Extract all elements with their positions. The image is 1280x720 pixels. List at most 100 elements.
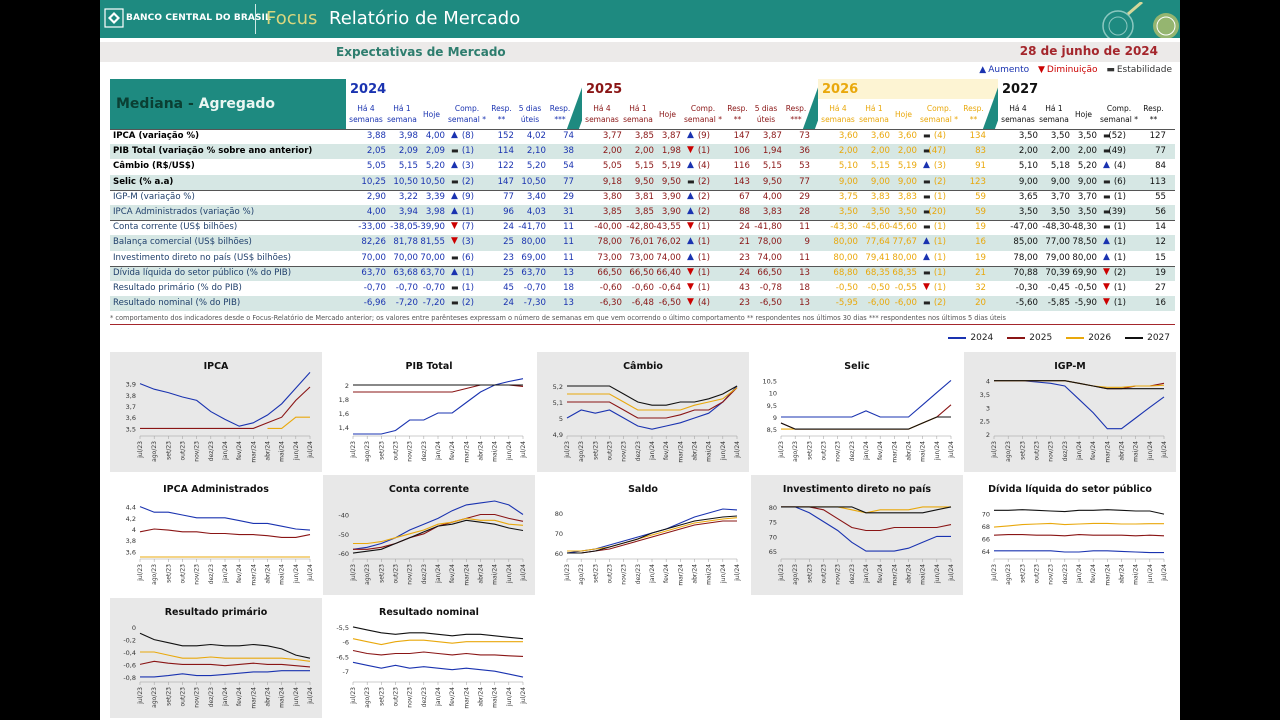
cell-value: (1) bbox=[1113, 283, 1126, 293]
x-tick-label: jan/24 bbox=[222, 564, 229, 584]
x-tick-label: mar/24 bbox=[463, 687, 470, 709]
x-tick-label: jul/23 bbox=[991, 564, 998, 582]
cell-value: 29 bbox=[563, 191, 574, 202]
x-tick-label: fev/24 bbox=[663, 441, 670, 460]
cell-value: 2,05 bbox=[366, 146, 386, 157]
section-divider bbox=[110, 324, 1175, 325]
x-tick-label: out/23 bbox=[180, 687, 187, 707]
trend-up-icon: ▲ bbox=[923, 236, 930, 247]
cell-value: 2,00 bbox=[838, 146, 858, 157]
x-tick-label: mai/24 bbox=[492, 564, 499, 585]
x-tick-label: set/23 bbox=[806, 564, 813, 583]
series-line-2025 bbox=[993, 534, 1165, 537]
year-bar bbox=[582, 79, 818, 99]
y-tick-label: 4 bbox=[986, 378, 990, 386]
cell-value: 3,98 bbox=[425, 207, 445, 217]
cell-value: 77,67 bbox=[892, 237, 917, 248]
y-tick-label: 3,9 bbox=[126, 381, 136, 389]
legend-down-label: Diminuição bbox=[1046, 65, 1098, 75]
cell-value: 73,00 bbox=[629, 252, 654, 263]
x-tick-label: nov/23 bbox=[407, 441, 414, 462]
series-line-2027 bbox=[780, 416, 951, 430]
series-line-2024 bbox=[781, 506, 951, 552]
focus-label: Focus bbox=[266, 8, 318, 29]
cell-value: (1) bbox=[933, 283, 946, 293]
x-tick-label: jul/24 bbox=[948, 441, 955, 459]
y-tick-label: 3,6 bbox=[126, 548, 136, 556]
chart-d-vida-l-quida-do-setor-p-blico: Dívida líquida do setor público 70 68 66 64 j… bbox=[964, 475, 1176, 595]
cell-value: (3) bbox=[461, 237, 474, 248]
cell-value: 29 bbox=[799, 191, 810, 202]
x-tick-label: fev/24 bbox=[877, 441, 884, 460]
series-line-2025 bbox=[139, 660, 311, 668]
y-tick-label: 3,6 bbox=[126, 414, 136, 422]
cell-value: 2,00 bbox=[1077, 146, 1097, 157]
x-tick-label: jul/24 bbox=[520, 564, 527, 582]
chart-title: Saldo bbox=[628, 484, 658, 495]
series-line-2026 bbox=[567, 517, 738, 552]
cell-value: 36 bbox=[799, 146, 810, 157]
y-tick-label: 3,8 bbox=[126, 537, 136, 545]
x-tick-label: jul/24 bbox=[520, 687, 527, 705]
x-tick-label: abr/24 bbox=[1119, 564, 1126, 584]
series-line-2027 bbox=[139, 632, 311, 659]
col-header-line2: semanas bbox=[349, 115, 383, 124]
x-tick-label: jan/24 bbox=[222, 687, 229, 707]
y-tick-label: -0,8 bbox=[123, 674, 136, 682]
cell-value: 13 bbox=[799, 298, 810, 309]
trend-stable-icon: ▬ bbox=[923, 131, 931, 140]
trend-stable-icon: ▬ bbox=[451, 298, 459, 308]
x-tick-label: abr/24 bbox=[478, 687, 485, 707]
x-tick-label: jun/24 bbox=[720, 564, 727, 584]
cell-value: 2,00 bbox=[602, 146, 622, 157]
cell-value: (1) bbox=[697, 237, 710, 248]
cell-value: 3,85 bbox=[634, 131, 654, 141]
row-label: PIB Total (variação % sobre ano anterior… bbox=[113, 146, 313, 157]
x-tick-label: nov/23 bbox=[407, 687, 414, 708]
cell-value: 3,87 bbox=[762, 131, 782, 141]
cell-value: 134 bbox=[969, 131, 986, 141]
x-tick-label: abr/24 bbox=[692, 564, 699, 584]
cell-value: (2) bbox=[697, 191, 710, 202]
cell-value: 3,50 bbox=[1050, 131, 1070, 141]
cell-value: 2,09 bbox=[398, 146, 418, 157]
cell-value: 3,60 bbox=[897, 131, 917, 141]
x-tick-label: jan/24 bbox=[1076, 564, 1083, 584]
x-tick-label: jun/24 bbox=[506, 564, 513, 584]
col-header-d5: 5 dias úteis bbox=[514, 103, 546, 125]
cell-value: -0,45 bbox=[1047, 283, 1070, 293]
trend-up-icon: ▲ bbox=[451, 190, 458, 201]
cell-value: 70,00 bbox=[393, 252, 418, 263]
cell-value: 4,00 bbox=[366, 207, 386, 217]
cell-value: 70,00 bbox=[420, 252, 445, 263]
col-header-h1: Há 1 semana bbox=[858, 103, 890, 125]
cell-value: (3) bbox=[933, 161, 946, 172]
x-tick-label: jan/24 bbox=[1076, 441, 1083, 461]
col-header-line2: semanas bbox=[585, 115, 619, 124]
x-tick-label: fev/24 bbox=[449, 687, 456, 706]
row-label: Resultado nominal (% do PIB) bbox=[113, 298, 241, 309]
x-tick-label: jun/24 bbox=[1147, 441, 1154, 461]
series-line-2024 bbox=[140, 670, 310, 678]
cell-value: (1) bbox=[1113, 237, 1126, 248]
cell-value: 20 bbox=[975, 298, 986, 309]
y-tick-label: 3 bbox=[986, 404, 990, 412]
cell-value: 21 bbox=[975, 267, 986, 278]
report-title: Relatório de Mercado bbox=[329, 8, 521, 29]
chart-title: Conta corrente bbox=[389, 484, 469, 495]
x-tick-label: jul/24 bbox=[307, 564, 314, 582]
x-tick-label: mai/24 bbox=[492, 441, 499, 462]
x-tick-label: mar/24 bbox=[891, 441, 898, 463]
cell-value: 82,26 bbox=[361, 237, 386, 248]
chart-title: Dívida líquida do setor público bbox=[988, 484, 1152, 495]
chart-legend-item-2026: 2026 bbox=[1066, 333, 1111, 343]
x-tick-label: jul/23 bbox=[564, 441, 571, 459]
trend-down-icon: ▼ bbox=[687, 145, 694, 156]
y-tick-label: -5,5 bbox=[336, 624, 349, 632]
x-tick-label: set/23 bbox=[165, 441, 172, 460]
y-tick-label: 8,5 bbox=[767, 426, 777, 434]
cell-value: 106 bbox=[733, 146, 750, 157]
cell-value: 81,55 bbox=[420, 237, 445, 248]
y-tick-label: 0 bbox=[132, 624, 136, 632]
